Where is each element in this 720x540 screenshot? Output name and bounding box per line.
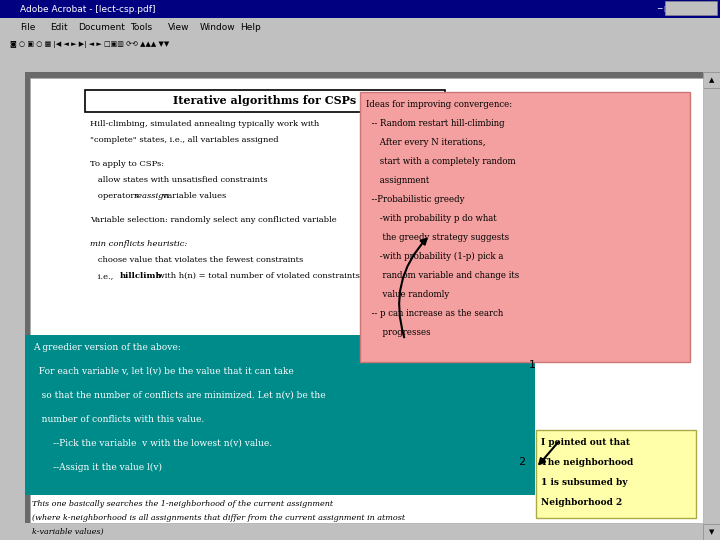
Text: To apply to CSPs:: To apply to CSPs: bbox=[90, 160, 164, 168]
Text: i.e.,: i.e., bbox=[90, 272, 116, 280]
Text: --Probabilistic greedy: --Probabilistic greedy bbox=[366, 195, 464, 204]
Text: View: View bbox=[168, 23, 189, 31]
Text: Adobe Acrobat - [lect-csp.pdf]: Adobe Acrobat - [lect-csp.pdf] bbox=[20, 4, 156, 14]
Text: start with a completely random: start with a completely random bbox=[366, 157, 516, 166]
Text: ◙ ○ ▣ ○ ▦ |◀ ◄ ► ▶| ◄ ► □▣▥ ⟳⟲ ▲▲▲ ▼▼: ◙ ○ ▣ ○ ▦ |◀ ◄ ► ▶| ◄ ► □▣▥ ⟳⟲ ▲▲▲ ▼▼ bbox=[10, 42, 169, 49]
Text: reassign: reassign bbox=[133, 192, 169, 200]
Text: File: File bbox=[20, 23, 35, 31]
Text: For each variable v, let l(v) be the value that it can take: For each variable v, let l(v) be the val… bbox=[33, 367, 294, 376]
Text: The neighborhood: The neighborhood bbox=[541, 458, 634, 467]
Text: with h(n) = total number of violated constraints: with h(n) = total number of violated con… bbox=[156, 272, 360, 280]
Text: ▲: ▲ bbox=[709, 77, 715, 83]
Text: allow states with unsatisfied constraints: allow states with unsatisfied constraint… bbox=[90, 176, 268, 184]
Text: -with probability p do what: -with probability p do what bbox=[366, 214, 497, 223]
Text: so that the number of conflicts are minimized. Let n(v) be the: so that the number of conflicts are mini… bbox=[33, 391, 325, 400]
Bar bbox=[85, 90, 445, 112]
Text: min conflicts heuristic:: min conflicts heuristic: bbox=[90, 240, 187, 248]
Bar bbox=[703, 72, 720, 88]
Text: After every N iterations,: After every N iterations, bbox=[366, 138, 485, 147]
Text: progresses: progresses bbox=[366, 328, 431, 337]
Text: "complete" states, i.e., all variables assigned: "complete" states, i.e., all variables a… bbox=[90, 136, 279, 144]
Bar bbox=[360, 92, 690, 362]
Text: variable values: variable values bbox=[161, 192, 227, 200]
Text: Document: Document bbox=[78, 23, 125, 31]
Text: Help: Help bbox=[240, 23, 261, 31]
Text: k-variable values): k-variable values) bbox=[32, 528, 104, 536]
Text: Ideas for improving convergence:: Ideas for improving convergence: bbox=[366, 100, 512, 109]
Text: --Assign it the value l(v): --Assign it the value l(v) bbox=[33, 463, 162, 472]
Text: Window: Window bbox=[200, 23, 235, 31]
Text: Tools: Tools bbox=[130, 23, 152, 31]
Bar bbox=[25, 523, 703, 540]
Bar bbox=[0, 72, 25, 540]
Bar bbox=[0, 72, 720, 540]
Bar bbox=[25, 335, 535, 495]
Text: Neighborhood 2: Neighborhood 2 bbox=[541, 498, 622, 507]
Text: 1 is subsumed by: 1 is subsumed by bbox=[541, 478, 628, 487]
Bar bbox=[0, 18, 720, 36]
Text: Iterative algorithms for CSPs: Iterative algorithms for CSPs bbox=[174, 96, 356, 106]
Bar bbox=[0, 0, 720, 18]
Text: operators: operators bbox=[90, 192, 141, 200]
Bar bbox=[0, 54, 720, 72]
Text: random variable and change its: random variable and change its bbox=[366, 271, 519, 280]
Bar bbox=[536, 430, 696, 518]
Bar bbox=[665, 1, 717, 15]
Text: ▼: ▼ bbox=[709, 529, 715, 535]
Text: 1: 1 bbox=[528, 360, 536, 370]
Text: A greedier version of the above:: A greedier version of the above: bbox=[33, 343, 181, 352]
Text: -- Random restart hill-climbing: -- Random restart hill-climbing bbox=[366, 119, 505, 128]
Text: (where k-neighborhood is all assignments that differ from the current assignment: (where k-neighborhood is all assignments… bbox=[32, 514, 405, 522]
Text: the greedy strategy suggests: the greedy strategy suggests bbox=[366, 233, 509, 242]
Text: hillclimb: hillclimb bbox=[120, 272, 163, 280]
Text: assignment: assignment bbox=[366, 176, 429, 185]
Text: Hill-climbing, simulated annealing typically work with: Hill-climbing, simulated annealing typic… bbox=[90, 120, 319, 128]
Text: ─ □ ×: ─ □ × bbox=[657, 4, 680, 14]
Text: -- p can increase as the search: -- p can increase as the search bbox=[366, 309, 503, 318]
Text: Variable selection: randomly select any conflicted variable: Variable selection: randomly select any … bbox=[90, 216, 337, 224]
Bar bbox=[703, 72, 720, 540]
Text: This one basically searches the 1-neighborhood of the current assignment: This one basically searches the 1-neighb… bbox=[32, 500, 333, 508]
Text: value randomly: value randomly bbox=[366, 290, 449, 299]
Bar bbox=[0, 36, 720, 54]
Text: choose value that violates the fewest constraints: choose value that violates the fewest co… bbox=[90, 256, 303, 264]
Text: I pointed out that: I pointed out that bbox=[541, 438, 630, 447]
Text: Edit: Edit bbox=[50, 23, 68, 31]
Bar bbox=[30, 78, 703, 523]
Bar bbox=[703, 524, 720, 540]
Text: 2: 2 bbox=[518, 457, 526, 467]
Text: --Pick the variable  v with the lowest n(v) value.: --Pick the variable v with the lowest n(… bbox=[33, 439, 272, 448]
Text: number of conflicts with this value.: number of conflicts with this value. bbox=[33, 415, 204, 424]
Text: -with probability (1-p) pick a: -with probability (1-p) pick a bbox=[366, 252, 503, 261]
